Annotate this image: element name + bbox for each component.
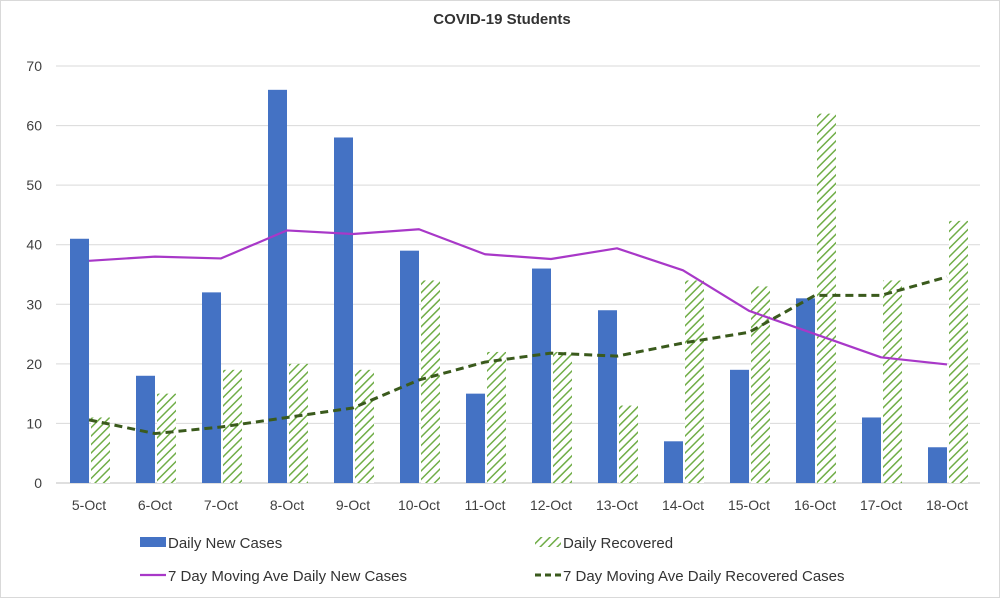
bar-recovered-15-Oct bbox=[751, 286, 770, 483]
bar-new-cases-15-Oct bbox=[730, 369, 749, 483]
x-tick-label: 10-Oct bbox=[398, 497, 440, 513]
x-axis-ticks: 5-Oct 6-Oct 7-Oct 8-Oct 9-Oct 10-Oct 11-Oct 12-… bbox=[72, 497, 968, 513]
legend-label: Daily Recovered bbox=[563, 535, 673, 552]
legend-item-2: Daily Recovered bbox=[535, 535, 673, 552]
bar-recovered-18-Oct bbox=[949, 220, 968, 483]
bar-new-cases-7-Oct bbox=[202, 292, 221, 483]
bar-recovered-12-Oct bbox=[553, 351, 572, 483]
bar-recovered-6-Oct bbox=[157, 393, 176, 483]
chart-title: COVID-19 Students bbox=[433, 11, 571, 28]
bar-recovered-5-Oct bbox=[91, 417, 110, 483]
bar-new-cases-17-Oct bbox=[862, 417, 881, 483]
bar-recovered-8-Oct bbox=[289, 363, 308, 483]
legend: Daily New Cases Daily Recovered 7 Day Movi… bbox=[140, 535, 845, 585]
legend-item-4: 7 Day Moving Ave Daily Recovered Cases bbox=[535, 568, 845, 585]
legend-label: Daily New Cases bbox=[168, 535, 282, 552]
bar-new-cases-11-Oct bbox=[466, 393, 485, 483]
bar-new-cases-5-Oct bbox=[70, 238, 89, 483]
y-axis-ticks: 0 10 20 30 40 50 60 70 bbox=[26, 58, 42, 491]
x-tick-label: 5-Oct bbox=[72, 497, 106, 513]
bar-new-cases-10-Oct bbox=[400, 250, 419, 483]
x-tick-label: 11-Oct bbox=[465, 497, 506, 513]
x-tick-label: 12-Oct bbox=[530, 497, 572, 513]
bars bbox=[70, 89, 968, 484]
y-tick-label: 30 bbox=[26, 296, 42, 312]
bar-recovered-13-Oct bbox=[619, 405, 638, 483]
bar-new-cases-8-Oct bbox=[268, 89, 287, 483]
bar-new-cases-12-Oct bbox=[532, 268, 551, 483]
bar-recovered-16-Oct bbox=[817, 113, 836, 484]
x-tick-label: 18-Oct bbox=[926, 497, 968, 513]
legend-label: 7 Day Moving Ave Daily Recovered Cases bbox=[563, 568, 845, 585]
x-tick-label: 14-Oct bbox=[662, 497, 704, 513]
bar-new-cases-16-Oct bbox=[796, 298, 815, 483]
bar-recovered-11-Oct bbox=[487, 351, 506, 483]
bar-recovered-14-Oct bbox=[685, 280, 704, 483]
x-tick-label: 16-Oct bbox=[794, 497, 836, 513]
x-tick-label: 17-Oct bbox=[860, 497, 902, 513]
legend-item-1: Daily New Cases bbox=[140, 535, 282, 552]
lines bbox=[88, 228, 948, 436]
bar-new-cases-9-Oct bbox=[334, 137, 353, 483]
bar-recovered-17-Oct bbox=[883, 280, 902, 483]
legend-item-3: 7 Day Moving Ave Daily New Cases bbox=[140, 568, 407, 585]
x-tick-label: 9-Oct bbox=[336, 497, 370, 513]
x-tick-label: 6-Oct bbox=[138, 497, 172, 513]
line-moving-avg-new-cases bbox=[88, 228, 948, 366]
y-tick-label: 50 bbox=[26, 177, 42, 193]
bar-new-cases-18-Oct bbox=[928, 447, 947, 483]
x-tick-label: 8-Oct bbox=[270, 497, 304, 513]
bar-new-cases-14-Oct bbox=[664, 441, 683, 483]
x-tick-label: 13-Oct bbox=[596, 497, 638, 513]
y-tick-label: 60 bbox=[26, 118, 42, 134]
y-tick-label: 10 bbox=[26, 415, 42, 431]
bar-new-cases-13-Oct bbox=[598, 310, 617, 483]
legend-swatch bbox=[140, 537, 166, 547]
x-tick-label: 7-Oct bbox=[204, 497, 238, 513]
legend-label: 7 Day Moving Ave Daily New Cases bbox=[168, 568, 407, 585]
x-tick-label: 15-Oct bbox=[728, 497, 770, 513]
gridlines bbox=[56, 65, 980, 484]
line-moving-avg-recovered bbox=[88, 275, 948, 436]
bar-recovered-10-Oct bbox=[421, 280, 440, 483]
legend-swatch bbox=[535, 537, 561, 547]
y-tick-label: 70 bbox=[26, 58, 42, 74]
y-tick-label: 0 bbox=[34, 475, 42, 491]
bar-new-cases-6-Oct bbox=[136, 375, 155, 483]
y-tick-label: 40 bbox=[26, 237, 42, 253]
bar-recovered-9-Oct bbox=[355, 369, 374, 483]
y-tick-label: 20 bbox=[26, 356, 42, 372]
